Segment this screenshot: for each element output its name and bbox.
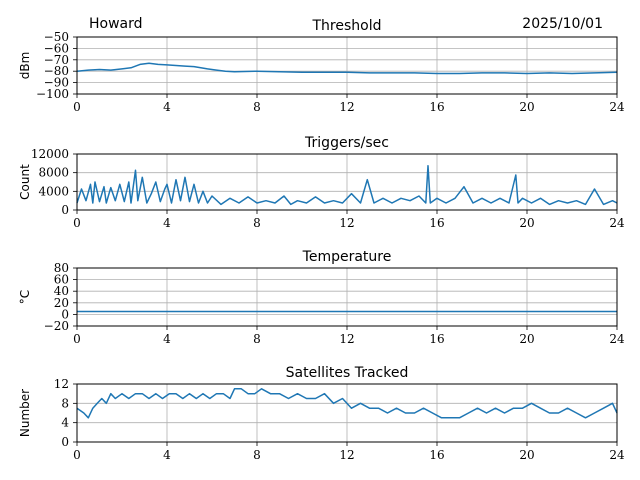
triggers-xtick-label-0: 0 [73,216,81,230]
triggers-xtick-label-2: 8 [253,216,261,230]
satellites-ylabel: Number [18,389,32,437]
station-name: Howard [89,16,143,32]
triggers-xtick-label-3: 12 [339,216,354,230]
triggers-xtick-label-1: 4 [163,216,171,230]
satellites-ytick-label-3: 12 [54,377,69,391]
triggers-series-triggers [76,164,618,206]
satellites-xtick-label-3: 12 [339,448,354,462]
threshold-ytick-label-0: −50 [44,30,69,44]
triggers-ytick-label-2: 8000 [38,166,69,180]
threshold-xtick-label-4: 16 [429,100,444,114]
threshold-ytick-label-1: −60 [44,41,69,55]
temperature-xtick-label-0: 0 [73,332,81,346]
satellites-ytick-label-0: 0 [61,435,69,449]
temperature-xtick-label-5: 20 [519,332,534,346]
temperature-ytick-label-0: −20 [44,319,69,333]
threshold-xtick-label-6: 24 [609,100,625,114]
temperature-xtick-label-2: 8 [253,332,261,346]
threshold-series-threshold [76,62,618,75]
threshold-ytick-label-2: −70 [44,53,69,67]
triggers-ytick-label-3: 12000 [31,147,69,161]
threshold-ytick-label-4: −90 [44,76,69,90]
temperature-ytick-label-5: 80 [54,261,69,275]
threshold-xtick-label-2: 8 [253,100,261,114]
date-label: 2025/10/01 [522,16,603,32]
satellites-ytick-label-2: 8 [61,396,69,410]
threshold-xtick-label-0: 0 [73,100,81,114]
threshold-xtick-label-1: 4 [163,100,171,114]
threshold-ytick-label-3: −80 [44,64,69,78]
triggers-chart: 0 4 8 12 16 20 24 0 4000 8000 12000 Triggers/sec Cou… [18,135,625,230]
threshold-ylabel: dBm [18,52,32,80]
triggers-ylabel: Count [18,164,32,200]
threshold-chart: 0 4 8 12 16 20 24 −50−60−70−80−90−100 Threshold d… [18,18,625,114]
temperature-xtick-label-1: 4 [163,332,171,346]
triggers-xtick-label-5: 20 [519,216,534,230]
triggers-xtick-label-4: 16 [429,216,444,230]
threshold-xtick-label-3: 12 [339,100,354,114]
triggers-xtick-label-6: 24 [609,216,625,230]
temperature-xtick-label-6: 24 [609,332,625,346]
satellites-xtick-label-1: 4 [163,448,171,462]
satellites-xtick-label-2: 8 [253,448,261,462]
triggers-ytick-label-0: 0 [61,203,69,217]
triggers-title: Triggers/sec [304,135,389,151]
threshold-ytick-label-5: −100 [36,87,69,101]
satellites-chart: 0 4 8 12 16 20 24 0 4 8 12 Satellites Tracked Number [18,365,625,462]
temperature-ytick-label-1: 0 [61,307,69,321]
satellites-xtick-label-6: 24 [609,448,625,462]
temperature-ylabel: °C [18,290,32,304]
satellites-ytick-label-1: 4 [61,416,69,430]
satellites-title: Satellites Tracked [286,365,409,381]
temperature-title: Temperature [302,249,392,265]
temperature-ytick-label-4: 60 [54,273,69,287]
satellites-xtick-label-0: 0 [73,448,81,462]
temperature-ytick-label-2: 20 [54,296,69,310]
temperature-xtick-label-4: 16 [429,332,444,346]
triggers-ytick-label-1: 4000 [38,184,69,198]
satellites-series-satellites [76,388,618,419]
satellites-xtick-label-4: 16 [429,448,444,462]
temperature-ytick-label-3: 40 [54,284,69,298]
threshold-title: Threshold [312,18,382,34]
chart-panels: 0 4 8 12 16 20 24 −50−60−70−80−90−100 Threshold d… [18,18,625,462]
threshold-xtick-label-5: 20 [519,100,534,114]
temperature-xtick-label-3: 12 [339,332,354,346]
satellites-xtick-label-5: 20 [519,448,534,462]
